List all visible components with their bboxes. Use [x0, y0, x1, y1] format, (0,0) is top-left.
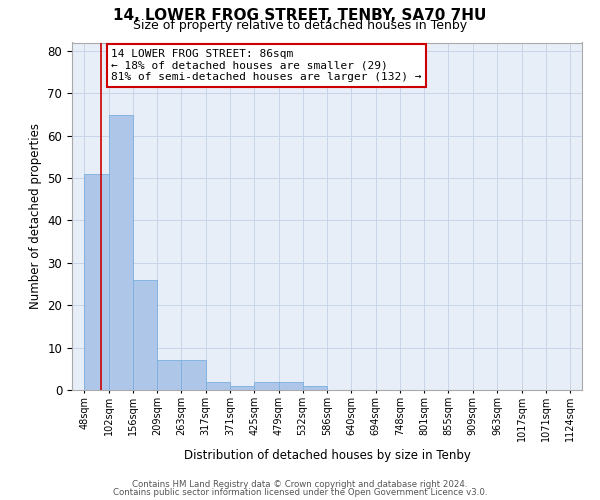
Bar [84, 174, 109, 390]
Bar [279, 382, 302, 390]
Bar [157, 360, 181, 390]
Text: 14 LOWER FROG STREET: 86sqm
← 18% of detached houses are smaller (29)
81% of sem: 14 LOWER FROG STREET: 86sqm ← 18% of det… [111, 49, 422, 82]
Bar [302, 386, 327, 390]
Bar [133, 280, 157, 390]
Bar [254, 382, 279, 390]
Bar [109, 114, 133, 390]
Text: Size of property relative to detached houses in Tenby: Size of property relative to detached ho… [133, 18, 467, 32]
Bar [206, 382, 230, 390]
X-axis label: Distribution of detached houses by size in Tenby: Distribution of detached houses by size … [184, 450, 470, 462]
Y-axis label: Number of detached properties: Number of detached properties [29, 123, 42, 309]
Bar [181, 360, 206, 390]
Text: Contains public sector information licensed under the Open Government Licence v3: Contains public sector information licen… [113, 488, 487, 497]
Text: 14, LOWER FROG STREET, TENBY, SA70 7HU: 14, LOWER FROG STREET, TENBY, SA70 7HU [113, 8, 487, 22]
Text: Contains HM Land Registry data © Crown copyright and database right 2024.: Contains HM Land Registry data © Crown c… [132, 480, 468, 489]
Bar [230, 386, 254, 390]
